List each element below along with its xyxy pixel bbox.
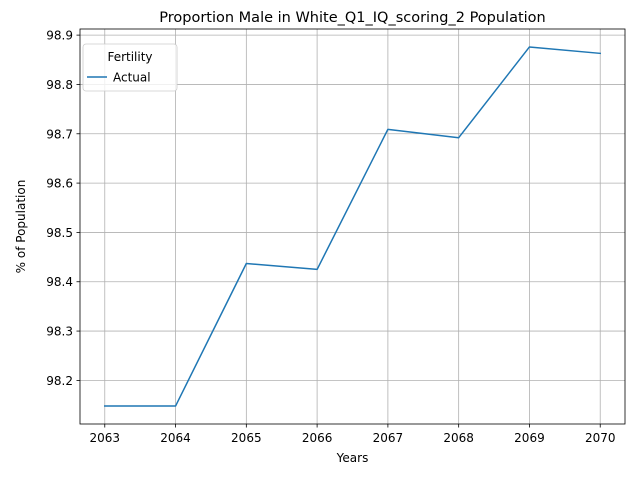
y-tick-label: 98.9 [46,29,73,43]
x-axis-ticks: 2063 2064 2065 2066 2067 2068 2069 2070 [89,424,616,445]
legend-label-actual: Actual [113,71,151,85]
x-tick-label: 2065 [231,431,262,445]
y-tick-label: 98.2 [46,374,73,388]
x-tick-label: 2064 [160,431,191,445]
grid [80,29,625,424]
plot-area-frame [79,28,626,425]
legend-title: Fertility [107,50,152,64]
y-tick-label: 98.7 [46,127,73,141]
x-axis-label: Years [336,451,369,465]
y-tick-label: 98.5 [46,226,73,240]
y-axis-label: % of Population [14,180,28,274]
legend-box [82,43,178,92]
x-tick-label: 2066 [302,431,333,445]
series-layer [104,46,602,407]
x-tick-label: 2070 [585,431,616,445]
x-tick-label: 2069 [514,431,545,445]
x-tick-label: 2063 [89,431,120,445]
x-tick-label: 2068 [443,431,474,445]
y-tick-label: 98.6 [46,177,73,191]
legend: Fertility Actual [82,43,178,92]
y-tick-label: 98.4 [46,275,73,289]
chart-title: Proportion Male in White_Q1_IQ_scoring_2… [159,10,546,26]
y-tick-label: 98.8 [46,78,73,92]
y-axis-ticks: 98.2 98.3 98.4 98.5 98.6 98.7 98.8 98.9 [46,29,80,388]
series-line-actual [104,46,602,407]
y-tick-label: 98.3 [46,325,73,339]
x-tick-label: 2067 [373,431,404,445]
